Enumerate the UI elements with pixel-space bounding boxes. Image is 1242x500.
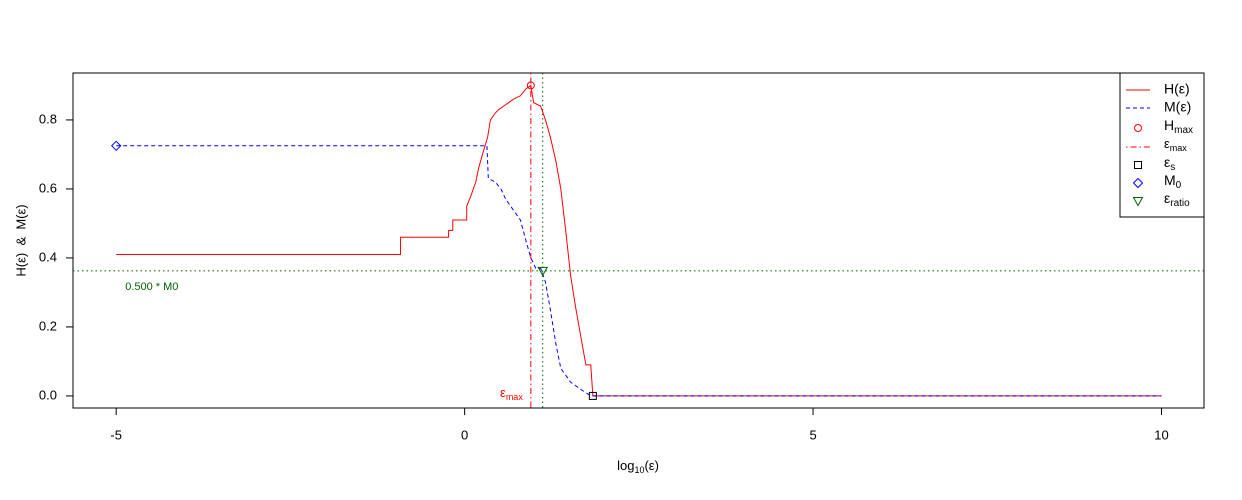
legend-label-main: ε (1164, 136, 1170, 151)
legend-label-main: H (1164, 117, 1174, 133)
y-axis-title: H(ε) & M(ε) (13, 204, 28, 276)
legend-label: M0 (1164, 172, 1182, 191)
legend-label: M(ε) (1164, 99, 1191, 115)
legend-label-sub: ratio (1170, 198, 1190, 209)
legend-label-sub: 0 (1176, 180, 1182, 191)
point-marker (1132, 197, 1144, 207)
reference-vline-label-main: ε (500, 385, 506, 400)
legend-label: εmax (1164, 136, 1187, 153)
y-tick-label: 0.0 (39, 387, 57, 402)
y-tick-label: 0.8 (39, 111, 57, 126)
series-line (116, 84, 1162, 397)
reference-vline-label-sub: max (506, 392, 524, 402)
y-tick-label: 0.4 (39, 249, 57, 264)
x-tick-label: 0 (461, 427, 468, 442)
legend-label: εratio (1164, 190, 1190, 209)
legend-label-main: ε (1164, 190, 1170, 206)
legend-label-main: ε (1164, 154, 1170, 170)
point-marker (1134, 161, 1142, 169)
y-tick-label: 0.6 (39, 180, 57, 195)
x-axis-title: log10(ε) (617, 458, 659, 475)
legend-label: εs (1164, 154, 1175, 173)
x-axis-title-main: log (617, 458, 634, 473)
x-tick-label: 10 (1154, 427, 1168, 442)
x-axis-title-sub: 10 (634, 465, 644, 475)
point-marker (526, 81, 535, 90)
reference-vline-label: εmax (500, 385, 523, 402)
legend-label-sub: max (1174, 125, 1193, 136)
point-marker (110, 140, 122, 152)
legend-box (1119, 72, 1205, 218)
point-marker (588, 391, 597, 400)
point-marker (1132, 177, 1144, 189)
plot-frame (72, 72, 1205, 409)
legend-label: Hmax (1164, 117, 1193, 136)
reference-label: 0.500 * M0 (125, 281, 178, 293)
legend-label-main: M (1164, 172, 1176, 188)
x-tick-label: -5 (110, 427, 122, 442)
legend-label-sub: max (1170, 143, 1188, 153)
x-tick-label: 5 (809, 427, 816, 442)
legend-label: H(ε) (1164, 81, 1190, 97)
series-line (116, 145, 1162, 397)
y-tick-label: 0.2 (39, 318, 57, 333)
x-axis-title-suffix: (ε) (644, 458, 658, 473)
legend-label-sub: s (1170, 162, 1175, 173)
point-marker (537, 266, 549, 277)
point-marker (1134, 124, 1142, 132)
